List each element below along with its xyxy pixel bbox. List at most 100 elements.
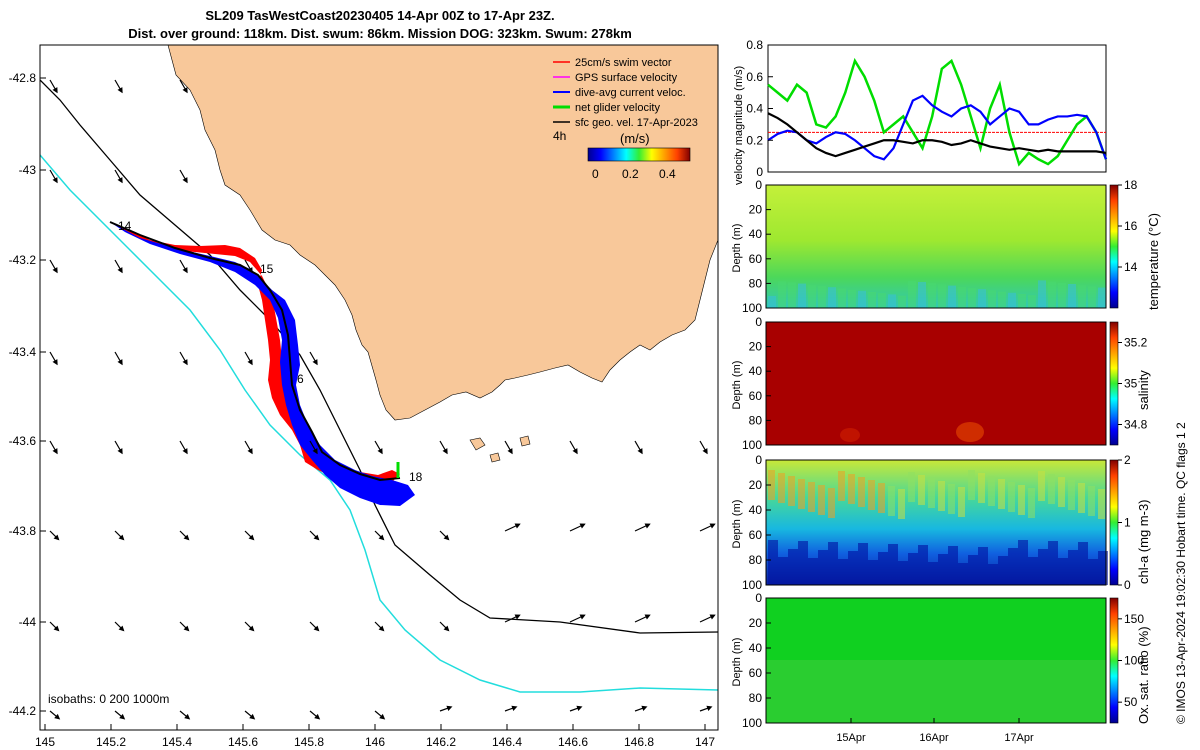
- map-x-tick: 145.6: [228, 735, 258, 749]
- colorbar-tick: 35: [1124, 377, 1138, 391]
- chl-cell: [788, 476, 795, 506]
- chl-cell: [1088, 559, 1098, 585]
- depth-tick: 20: [749, 478, 763, 492]
- temperature-cell: [798, 283, 806, 308]
- map-x-tick: 147: [695, 735, 715, 749]
- depth-tick: 40: [749, 503, 763, 517]
- geo-arrow-head: [644, 614, 651, 620]
- map-x-tick: 146.8: [624, 735, 654, 749]
- geo-arrow-head: [637, 448, 643, 455]
- chl-cell: [1008, 482, 1015, 512]
- tasmania-land: [167, 45, 718, 421]
- geo-arrow-head: [53, 625, 60, 632]
- geo-arrow-head: [443, 625, 450, 632]
- depth-ylabel: Depth (m): [731, 361, 743, 410]
- colorbar-tick: 35.2: [1124, 336, 1148, 350]
- geo-arrow-head: [313, 625, 320, 632]
- chl-cell: [888, 486, 895, 516]
- geo-arrow-head: [52, 448, 58, 455]
- chl-cell: [978, 547, 988, 585]
- time-tick: 16Apr: [919, 732, 949, 744]
- geo-arrow-head: [314, 713, 321, 720]
- chl-cell: [768, 540, 778, 585]
- chl-cell: [1068, 550, 1078, 585]
- map-panel: 14 15 6 18 isobaths: 0 200 1000m -42.8-4…: [9, 44, 719, 749]
- temperature-cell: [888, 294, 896, 308]
- depth-tick: 40: [749, 227, 763, 241]
- chl-cell: [948, 546, 958, 585]
- chl-cell: [868, 480, 875, 510]
- geo-arrow-head: [117, 177, 123, 184]
- map-x-tick: 145.2: [96, 735, 126, 749]
- depth-tick: 0: [755, 453, 762, 467]
- chl-texture: [768, 470, 1108, 585]
- velocity-y-tick: 0: [756, 165, 763, 179]
- geo-arrow-head: [576, 705, 583, 711]
- chl-cell: [938, 554, 948, 585]
- salinity-label: salinity: [1136, 370, 1151, 410]
- map-y-tick: -44.2: [9, 704, 37, 718]
- temperature-cell: [848, 289, 856, 308]
- time-axis: 15Apr 16Apr 17Apr: [836, 718, 1034, 744]
- map-x-axis: 145 145.2 145.4 145.6 145.8 146 146.2 146.4 146.…: [35, 724, 715, 749]
- chl-cell: [968, 555, 978, 585]
- depth-ylabel: Depth (m): [731, 224, 743, 273]
- temperature-cell: [1068, 284, 1076, 308]
- temperature-panel: [765, 184, 1107, 309]
- map-y-tick: -43.4: [9, 345, 37, 359]
- geo-arrow-head: [572, 448, 578, 455]
- heatmap-colorbar: [1109, 321, 1119, 446]
- oxygen-frame: [765, 597, 1107, 724]
- chl-cell: [798, 541, 808, 585]
- map-colorbar-tick: 0.4: [659, 167, 676, 181]
- geo-arrow-head: [514, 614, 521, 620]
- chl-cell: [928, 562, 938, 585]
- colorbar-tick: 50: [1124, 695, 1138, 709]
- track-label: 15: [260, 262, 274, 276]
- geo-arrow-head: [182, 87, 188, 94]
- colorbar-tick: 100: [1124, 654, 1144, 668]
- geo-arrow-head: [507, 448, 513, 455]
- salinity-patch: [956, 422, 984, 442]
- map-x-tick: 146.2: [426, 735, 456, 749]
- temperature-label: temperature (°C): [1146, 213, 1161, 310]
- chl-cell: [778, 557, 788, 585]
- salinity-frame: [765, 321, 1107, 446]
- geo-arrow-head: [247, 359, 253, 366]
- chl-cell: [1018, 540, 1028, 585]
- temperature-texture: [768, 280, 1106, 308]
- temperature-frame: [765, 184, 1107, 309]
- geo-velocity-arrows: [49, 79, 716, 720]
- map-x-tick: 146.6: [558, 735, 588, 749]
- chl-cell: [818, 550, 828, 585]
- geo-arrow-head: [184, 713, 191, 720]
- map-y-tick: -43.6: [9, 434, 37, 448]
- temperature-cell: [818, 286, 826, 308]
- isobath-200m: [40, 79, 718, 634]
- temperature-cell: [1028, 295, 1036, 308]
- map-colorbar-tick: 0: [592, 167, 599, 181]
- chl-cell: [1078, 542, 1088, 585]
- temperature-cell: [1078, 285, 1086, 308]
- chl-cell: [868, 560, 878, 585]
- chl-cell: [978, 473, 985, 503]
- velocity-series-line: [767, 112, 1107, 158]
- chl-cell: [1068, 480, 1075, 510]
- geo-arrow-head: [117, 267, 123, 274]
- geo-arrow-head: [52, 359, 58, 366]
- chl-cell: [838, 471, 845, 501]
- geo-arrow-head: [514, 523, 521, 529]
- depth-tick: 40: [749, 641, 763, 655]
- chl-cell: [918, 545, 928, 585]
- velocity-series-line: [767, 94, 1108, 161]
- geo-arrow-head: [709, 523, 716, 529]
- legend-units: (m/s): [620, 131, 650, 146]
- geo-arrow-head: [52, 267, 58, 274]
- track-label: 6: [297, 372, 304, 386]
- island: [469, 437, 486, 451]
- chl-cell: [1018, 485, 1025, 515]
- geo-arrow-head: [579, 614, 586, 620]
- temperature-cell: [838, 288, 846, 308]
- heatmap-colorbar: [1109, 459, 1119, 586]
